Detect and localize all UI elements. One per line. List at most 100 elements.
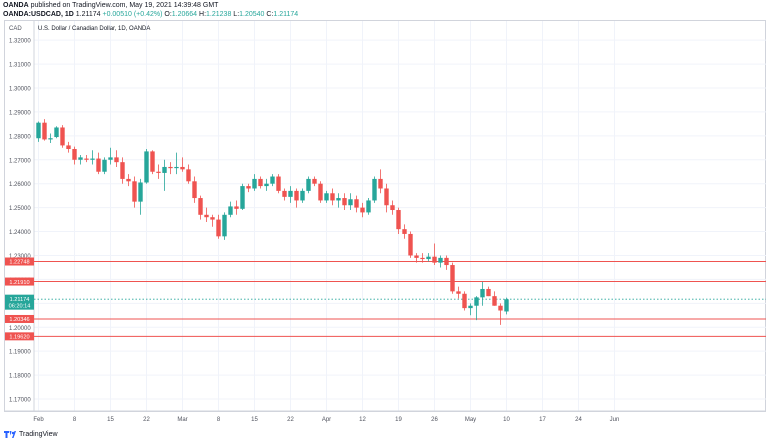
- candle-up: [108, 157, 113, 160]
- candle-down: [450, 265, 455, 292]
- candle-down: [114, 157, 119, 163]
- x-tick-label: 26: [431, 417, 438, 423]
- candle-down: [216, 219, 221, 237]
- candle-down: [246, 186, 251, 189]
- candle-down: [192, 181, 197, 199]
- tradingview-logo-icon[interactable]: [4, 430, 16, 438]
- y-tick-label: 1.31000: [9, 63, 31, 69]
- level-label: 1.19620: [9, 335, 29, 341]
- last-price: 1.21174: [75, 11, 101, 18]
- publish-info: OANDA published on TradingView.com, May …: [3, 1, 218, 10]
- candle-up: [324, 193, 329, 201]
- candle-up: [54, 127, 59, 138]
- level-badge: [5, 277, 34, 286]
- candle-up: [36, 122, 41, 139]
- symbol-label: OANDA:USDCAD, 1D: [3, 11, 74, 18]
- candle-down: [234, 206, 239, 209]
- candle-up: [228, 206, 233, 215]
- candle-down: [342, 198, 347, 206]
- x-tick-label: Mar: [177, 417, 187, 423]
- candle-down: [96, 158, 101, 172]
- candle-up: [336, 198, 341, 201]
- candle-down: [486, 288, 491, 297]
- price-change: +0.00510 (+0.42%): [102, 11, 163, 18]
- candle-down: [354, 199, 359, 208]
- candle-up: [348, 199, 353, 206]
- level-badge: [5, 257, 34, 266]
- high-label: H:: [199, 11, 207, 18]
- candle-down: [444, 257, 449, 266]
- level-badge: [5, 314, 34, 323]
- x-tick-label: 24: [575, 417, 582, 423]
- open-label: O:: [164, 11, 172, 18]
- low-value: 1.20540: [239, 11, 265, 18]
- chart-title: U.S. Dollar / Canadian Dollar, 1D, OANDA: [38, 26, 150, 32]
- level-label: 1.22748: [9, 260, 29, 266]
- candle-up: [48, 138, 53, 140]
- candle-down: [462, 293, 467, 309]
- x-tick-label: 19: [395, 417, 402, 423]
- level-badge: [5, 332, 34, 341]
- y-tick-label: 1.32000: [9, 39, 31, 45]
- currency-label: CAD: [9, 26, 22, 32]
- candle-up: [144, 151, 149, 183]
- candle-down: [408, 233, 413, 256]
- candle-up: [504, 299, 509, 312]
- y-tick-label: 1.17000: [9, 398, 31, 404]
- level-label: 1.21910: [9, 280, 29, 286]
- close-label: C:: [266, 11, 274, 18]
- candle-down: [282, 190, 287, 197]
- candle-down: [258, 178, 263, 187]
- x-tick-label: 22: [287, 417, 294, 423]
- x-tick-label: 22: [143, 417, 150, 423]
- candle-up: [162, 166, 167, 173]
- candle-down: [396, 210, 401, 230]
- candle-down: [150, 151, 155, 172]
- candle-down: [378, 178, 383, 189]
- candle-up: [438, 257, 443, 263]
- candle-down: [180, 166, 185, 170]
- x-tick-label: 8: [217, 417, 221, 423]
- candle-down: [318, 183, 323, 201]
- candle-up: [264, 183, 269, 187]
- candle-up: [366, 200, 371, 213]
- publish-text: published on TradingView.com, May 19, 20…: [28, 2, 219, 9]
- x-tick-label: Apr: [322, 417, 331, 423]
- footer-brand[interactable]: TradingView: [19, 430, 58, 438]
- footer: TradingView: [4, 428, 58, 440]
- x-tick-label: 15: [107, 417, 114, 423]
- close-value: 1.21174: [273, 11, 299, 18]
- ohlc-line: OANDA:USDCAD, 1D 1.21174 +0.00510 (+0.42…: [3, 10, 298, 19]
- candle-down: [72, 149, 77, 160]
- y-tick-label: 1.25000: [9, 206, 31, 212]
- x-tick-label: Jun: [610, 417, 620, 423]
- x-tick-label: 10: [503, 417, 510, 423]
- candle-up: [138, 182, 143, 202]
- y-tick-label: 1.26000: [9, 182, 31, 188]
- candle-up: [474, 297, 479, 306]
- candle-down: [210, 217, 215, 220]
- current-price-badge: [5, 294, 34, 310]
- chart-header: OANDA published on TradingView.com, May …: [0, 0, 768, 20]
- candle-down: [330, 193, 335, 201]
- candle-down: [414, 255, 419, 258]
- candle-up: [240, 186, 245, 209]
- countdown-label: 06:20:14: [9, 303, 31, 309]
- y-tick-label: 1.18000: [9, 374, 31, 380]
- open-value: 1.20664: [171, 11, 198, 18]
- candle-up: [90, 158, 95, 160]
- candle-down: [498, 305, 503, 311]
- candle-down: [126, 178, 131, 182]
- candle-down: [384, 188, 389, 206]
- x-tick-label: 15: [251, 417, 258, 423]
- candle-down: [60, 127, 65, 146]
- candle-down: [312, 178, 317, 184]
- y-tick-label: 1.24000: [9, 230, 31, 236]
- candle-down: [402, 229, 407, 234]
- candle-down: [420, 257, 425, 260]
- candle-up: [270, 176, 275, 184]
- candle-down: [456, 291, 461, 294]
- candle-up: [300, 190, 305, 201]
- candlestick-chart[interactable]: 1.170001.180001.190001.200001.210001.220…: [0, 0, 768, 428]
- candle-down: [492, 296, 497, 306]
